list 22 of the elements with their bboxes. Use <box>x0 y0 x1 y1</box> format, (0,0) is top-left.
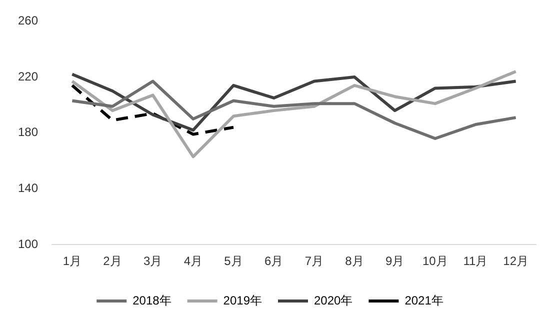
x-tick-label: 8月 <box>345 254 364 268</box>
legend-label: 2018年 <box>132 293 172 308</box>
y-tick-label: 260 <box>18 14 38 28</box>
y-tick-label: 180 <box>18 125 38 140</box>
x-tick-label: 10月 <box>422 254 448 268</box>
y-tick-label: 140 <box>18 181 38 196</box>
x-tick-label: 11月 <box>463 254 488 268</box>
x-tick-label: 12月 <box>503 254 529 268</box>
legend-label: 2019年 <box>223 293 262 308</box>
x-tick-label: 6月 <box>264 254 284 268</box>
legend-label: 2020年 <box>314 293 353 308</box>
x-tick-label: 7月 <box>304 254 324 268</box>
x-tick-label: 4月 <box>184 254 203 268</box>
x-tick-label: 1月 <box>62 254 82 268</box>
y-tick-label: 100 <box>18 236 38 251</box>
legend-label: 2021年 <box>404 293 444 308</box>
line-series <box>70 84 236 136</box>
x-tick-label: 9月 <box>385 254 404 268</box>
x-tick-label: 3月 <box>144 254 162 268</box>
x-tick-label: 2月 <box>103 254 122 268</box>
y-tick-label: 220 <box>18 69 38 84</box>
x-tick-label: 5月 <box>224 254 243 268</box>
